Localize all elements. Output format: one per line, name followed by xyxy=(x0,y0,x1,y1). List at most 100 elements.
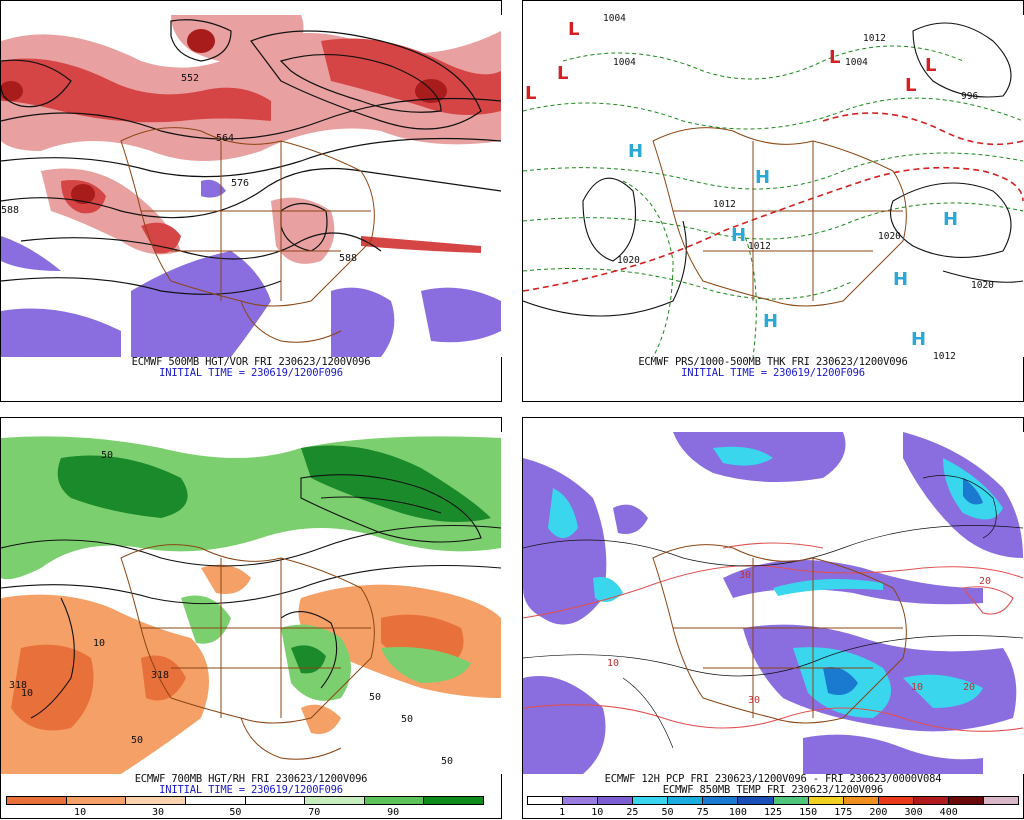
colorbar-swatch xyxy=(126,797,186,804)
colorbar-label: 10 xyxy=(591,807,604,818)
colorbar-label: 400 xyxy=(939,807,958,818)
thickness-contours xyxy=(523,45,1024,358)
high-pressure-icon: H xyxy=(628,141,643,162)
isobar-label: 1004 xyxy=(845,57,868,68)
high-pressure-icon: H xyxy=(763,311,778,332)
isobar-label: 1012 xyxy=(748,241,771,252)
isobar-label: 1020 xyxy=(878,231,901,242)
low-pressure-icon: L xyxy=(557,63,568,84)
colorbar-swatch xyxy=(364,797,425,804)
colorbar-label: 30 xyxy=(151,807,165,818)
contour-label: 576 xyxy=(231,178,249,189)
colorbar-label: 200 xyxy=(869,807,888,818)
panel-caption-title: ECMWF 700MB HGT/RH FRI 230623/1200V096 xyxy=(134,773,368,785)
map-precip-850temp: 30 20 10 20 10 30 xyxy=(523,432,1024,774)
colorbar-swatch xyxy=(703,797,739,804)
colorbar-label: 25 xyxy=(626,807,639,818)
low-pressure-markers: L L L L L L xyxy=(525,19,936,104)
panel-500mb-vorticity: 552 564 576 588 588 ECMWF 500MB HGT/VOR … xyxy=(0,0,502,402)
contour-label: 50 xyxy=(101,450,113,461)
colorbar-label: 150 xyxy=(799,807,818,818)
low-pressure-icon: L xyxy=(525,83,536,104)
low-pressure-icon: L xyxy=(568,19,579,40)
panel-caption-subtitle: ECMWF 850MB TEMP FRI 230623/1200V096 xyxy=(662,784,884,796)
contour-label: 588 xyxy=(339,253,357,264)
colorbar-swatch xyxy=(984,797,1019,804)
high-pressure-markers: H H H H H H H xyxy=(628,141,958,350)
colorbar-label: 10 xyxy=(74,807,87,818)
contour-label: 552 xyxy=(181,73,199,84)
map-500mb-vorticity: 552 564 576 588 588 xyxy=(1,15,502,357)
high-pressure-icon: H xyxy=(893,269,908,290)
panel-pressure-thickness: H H H H H H H L L L L L L 1004 1004 1012… xyxy=(522,0,1024,402)
colorbar-label: 50 xyxy=(229,807,242,818)
panel-caption-initial-time: INITIAL TIME = 230619/1200F096 xyxy=(159,784,343,796)
colorbar-swatch xyxy=(424,797,483,804)
panel-caption-initial-time: INITIAL TIME = 230619/1200F096 xyxy=(681,367,865,379)
contour-label: 564 xyxy=(216,133,234,144)
colorbar-swatch xyxy=(563,797,599,804)
temperature-contours xyxy=(523,542,1024,732)
contour-label: 10 xyxy=(93,638,105,649)
colorbar-swatch xyxy=(738,797,774,804)
isobar-label: 1020 xyxy=(971,280,994,291)
contour-label: 10 xyxy=(21,688,33,699)
temperature-label: 30 xyxy=(739,570,751,581)
height-contours xyxy=(1,19,502,295)
contour-label: 50 xyxy=(401,714,413,725)
precip-colorbar xyxy=(527,796,1019,805)
colorbar-label: 125 xyxy=(763,807,783,818)
contour-label: 50 xyxy=(441,756,453,767)
colorbar-label: 90 xyxy=(387,807,400,818)
colorbar-swatch xyxy=(305,797,365,804)
isobar-label: 1012 xyxy=(933,351,956,362)
panel-caption-title: ECMWF 12H PCP FRI 230623/1200V096 - FRI … xyxy=(604,773,942,785)
colorbar-swatch xyxy=(598,797,634,804)
colorbar-label: 175 xyxy=(834,807,853,818)
contour-label: 50 xyxy=(369,692,381,703)
high-pressure-icon: H xyxy=(911,329,926,350)
geographic-borders xyxy=(652,127,907,307)
precip-colorbar-labels: 1 10 25 50 75 100 125 150 175 200 300 400 xyxy=(527,807,1019,819)
geographic-borders xyxy=(120,544,375,760)
height-contours xyxy=(1,474,502,719)
isobar-label: 1012 xyxy=(713,199,736,210)
colorbar-label: 300 xyxy=(904,807,923,818)
vorticity-negative-shading xyxy=(1,179,501,357)
map-pressure-thickness: H H H H H H H L L L L L L 1004 1004 1012… xyxy=(523,13,1024,362)
panel-caption-initial-time: INITIAL TIME = 230619/1200F096 xyxy=(159,367,343,379)
colorbar-swatch xyxy=(843,797,879,804)
panel-caption-title: ECMWF 500MB HGT/VOR FRI 230623/1200V096 xyxy=(131,356,371,368)
high-pressure-icon: H xyxy=(731,225,746,246)
contour-label: 318 xyxy=(9,680,27,691)
isobar-label: 1004 xyxy=(603,13,626,24)
contour-label: 318 xyxy=(151,670,169,681)
rh-colorbar xyxy=(6,796,484,805)
contour-label: 588 xyxy=(1,205,19,216)
isobar-label: 1012 xyxy=(863,33,886,44)
panel-precip-850temp: 30 20 10 20 10 30 ECMWF 12H PCP FRI 2306… xyxy=(522,417,1024,819)
colorbar-swatch xyxy=(66,797,127,804)
geographic-borders xyxy=(652,544,907,724)
colorbar-swatch xyxy=(7,797,67,804)
map-700mb-humidity: 10 318 10 50 318 50 50 50 50 xyxy=(1,432,502,774)
isobar-label: 1004 xyxy=(613,57,636,68)
colorbar-label: 75 xyxy=(696,807,709,818)
high-pressure-icon: H xyxy=(943,209,958,230)
contour-label: 50 xyxy=(131,735,143,746)
temperature-label: 10 xyxy=(607,658,619,669)
colorbar-swatch xyxy=(948,797,985,804)
colorbar-label: 70 xyxy=(308,807,321,818)
geographic-borders xyxy=(120,127,375,343)
colorbar-swatch xyxy=(808,797,844,804)
low-pressure-icon: L xyxy=(905,75,916,96)
colorbar-swatch xyxy=(878,797,914,804)
colorbar-label: 50 xyxy=(661,807,674,818)
colorbar-label: 100 xyxy=(728,807,747,818)
low-pressure-icon: L xyxy=(925,55,936,76)
temperature-label: 10 xyxy=(911,682,923,693)
colorbar-label: 1 xyxy=(559,807,566,818)
colorbar-swatch xyxy=(773,797,809,804)
temperature-label: 20 xyxy=(963,682,975,693)
panel-caption-title: ECMWF PRS/1000-500MB THK FRI 230623/1200… xyxy=(638,356,908,368)
